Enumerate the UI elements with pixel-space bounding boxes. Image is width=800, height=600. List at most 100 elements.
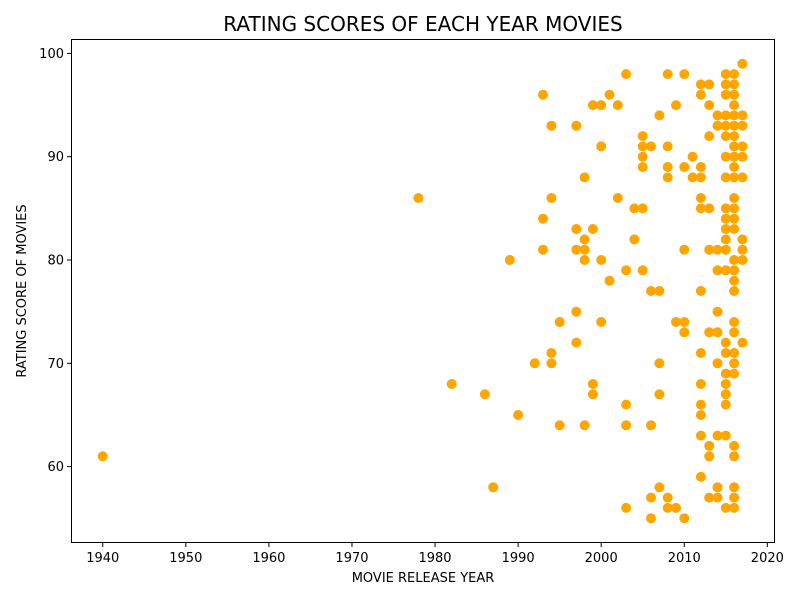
data-point-7 [529, 358, 540, 369]
data-point-64 [662, 162, 673, 172]
data-point-94 [704, 131, 715, 142]
data-point-43 [621, 502, 632, 513]
data-point-131 [720, 430, 731, 441]
data-point-123 [720, 244, 731, 255]
data-point-19 [571, 244, 582, 255]
data-point-31 [596, 100, 607, 111]
data-point-53 [646, 286, 656, 296]
data-point-1 [413, 193, 424, 203]
data-point-113 [720, 89, 731, 100]
data-point-115 [720, 120, 731, 131]
data-point-107 [712, 358, 723, 369]
x-tick-label: 1990 [502, 551, 535, 566]
data-point-62 [662, 69, 673, 80]
data-point-59 [654, 358, 665, 369]
data-point-157 [729, 440, 740, 451]
data-point-27 [587, 100, 598, 111]
data-point-151 [729, 286, 740, 296]
data-point-168 [737, 234, 748, 245]
x-tick-label: 2000 [585, 551, 618, 566]
data-point-39 [621, 69, 632, 80]
data-point-20 [571, 306, 582, 317]
data-point-14 [546, 358, 557, 369]
data-point-13 [546, 348, 557, 358]
data-point-87 [695, 379, 706, 389]
data-point-148 [729, 255, 740, 265]
data-point-105 [712, 306, 723, 317]
x-tick-label: 1970 [335, 551, 368, 566]
data-point-75 [679, 327, 690, 338]
data-point-149 [729, 265, 740, 276]
data-point-78 [687, 172, 698, 183]
data-point-93 [704, 100, 715, 111]
data-point-65 [662, 172, 673, 183]
data-point-135 [729, 89, 740, 100]
data-point-140 [729, 141, 740, 152]
data-point-49 [637, 162, 648, 172]
data-point-6 [513, 410, 524, 420]
data-point-132 [720, 502, 731, 513]
data-point-56 [646, 513, 656, 524]
data-point-137 [729, 110, 740, 121]
data-point-38 [612, 193, 623, 203]
data-point-54 [646, 420, 656, 431]
data-point-3 [479, 389, 490, 400]
data-point-163 [737, 110, 748, 121]
data-point-21 [571, 337, 582, 348]
y-axis: 60 70 80 90 100 [39, 47, 72, 475]
data-point-143 [729, 172, 740, 183]
data-point-61 [654, 482, 665, 493]
data-point-23 [579, 234, 590, 245]
data-point-34 [596, 317, 607, 327]
data-point-82 [695, 172, 706, 183]
data-point-119 [720, 203, 731, 214]
data-point-16 [554, 420, 565, 431]
x-axis: 1940 1950 1960 1970 1980 1990 2000 2010 2020 [86, 542, 784, 566]
data-point-153 [729, 327, 740, 338]
data-point-155 [729, 358, 740, 369]
x-tick-label: 1950 [169, 551, 202, 566]
data-point-130 [720, 399, 731, 410]
data-point-98 [704, 440, 715, 451]
data-point-52 [646, 141, 656, 152]
data-point-89 [695, 410, 706, 420]
data-point-69 [671, 317, 681, 327]
data-point-44 [629, 203, 640, 214]
data-point-158 [729, 451, 740, 462]
data-point-121 [720, 224, 731, 234]
y-tick-label: 100 [39, 47, 64, 62]
data-point-60 [654, 389, 665, 400]
y-tick-label: 60 [47, 460, 64, 475]
data-point-170 [737, 255, 748, 265]
x-axis-label: MOVIE RELEASE YEAR [352, 571, 495, 586]
points-layer [97, 58, 748, 524]
data-point-92 [704, 79, 715, 90]
data-point-41 [621, 399, 632, 410]
data-point-5 [504, 255, 515, 265]
data-point-95 [704, 203, 715, 214]
data-point-128 [720, 379, 731, 389]
chart-title: RATING SCORES OF EACH YEAR MOVIES [223, 12, 622, 36]
data-point-45 [629, 234, 640, 245]
data-point-147 [729, 224, 740, 234]
data-point-97 [704, 327, 715, 338]
data-point-102 [712, 120, 723, 131]
data-point-81 [695, 162, 706, 172]
x-tick-label: 2020 [751, 551, 784, 566]
data-point-160 [729, 492, 740, 503]
data-point-51 [637, 265, 648, 276]
data-point-145 [729, 203, 740, 214]
data-point-85 [695, 286, 706, 296]
data-point-125 [720, 337, 731, 348]
data-point-150 [729, 275, 740, 286]
data-point-58 [654, 286, 665, 296]
x-tick-label: 1960 [252, 551, 285, 566]
data-point-141 [729, 151, 740, 162]
data-point-86 [695, 348, 706, 358]
data-point-47 [637, 141, 648, 152]
data-point-15 [554, 317, 565, 327]
data-point-100 [704, 492, 715, 503]
data-point-159 [729, 482, 740, 493]
data-point-161 [729, 502, 740, 513]
